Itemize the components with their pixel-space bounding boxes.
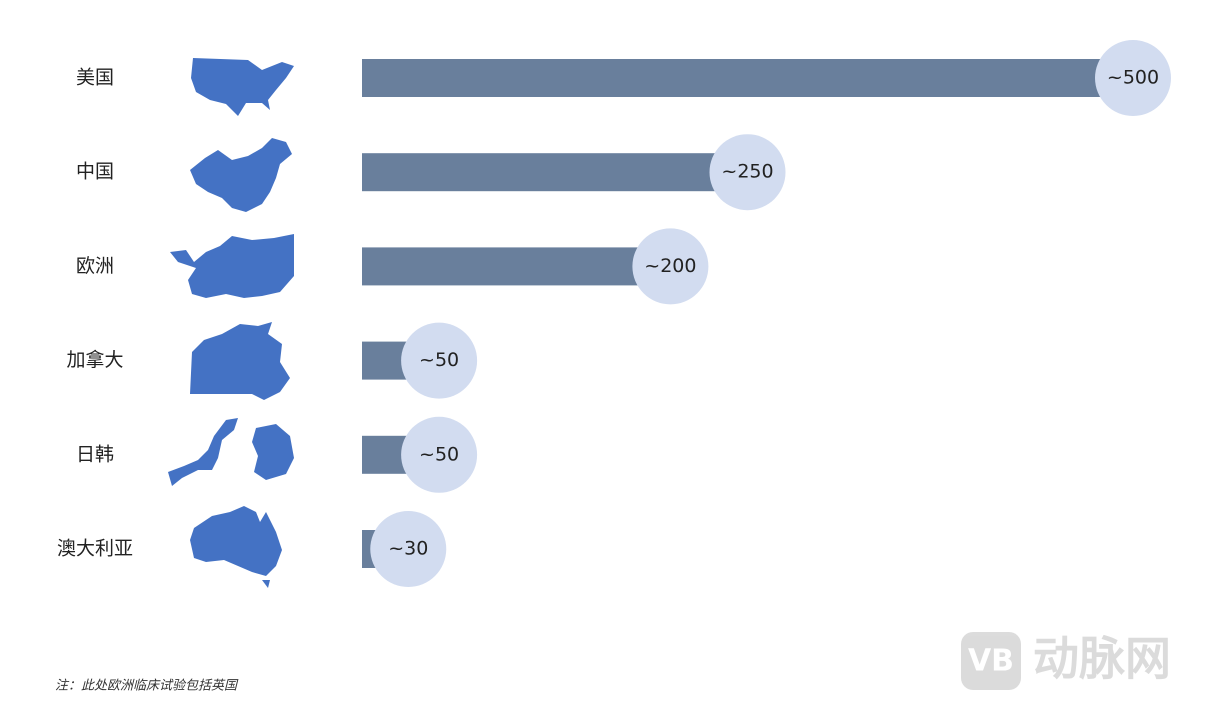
map-japan	[168, 418, 238, 486]
value-bubble	[1095, 40, 1171, 116]
bar	[362, 153, 748, 192]
map-korea	[252, 424, 294, 480]
note: 注：此处欧洲临床试验包括英国	[55, 678, 239, 694]
value-bubble	[370, 511, 447, 587]
watermark-logo: VB	[968, 644, 1014, 679]
watermark-text: 动脉网	[1033, 632, 1171, 686]
map-europe	[170, 234, 294, 298]
bar	[362, 59, 1133, 97]
value-label: ~250	[721, 161, 773, 183]
value-bubble	[709, 134, 786, 211]
category-label: 加拿大	[66, 348, 123, 371]
value-label: ~30	[388, 538, 428, 560]
value-label: ~50	[419, 349, 459, 371]
map-icons	[168, 58, 294, 588]
watermark-logo-box	[961, 632, 1021, 690]
value-label: ~200	[644, 255, 696, 277]
category-label: 美国	[76, 67, 114, 89]
value-bubble	[632, 228, 709, 305]
category-label: 中国	[76, 161, 114, 183]
bar	[362, 247, 671, 286]
value-bubble	[401, 322, 478, 399]
value-label: ~500	[1107, 67, 1159, 89]
map-canada	[190, 322, 290, 400]
map-usa	[191, 58, 294, 116]
map-australia	[190, 506, 282, 588]
value-bubble	[401, 416, 478, 493]
category-label: 日韩	[76, 443, 114, 465]
category-label: 欧洲	[76, 255, 114, 277]
watermark: VB 动脉网	[961, 632, 1171, 690]
value-label: ~50	[419, 443, 459, 465]
category-label: 澳大利亚	[57, 538, 133, 560]
map-china	[190, 138, 292, 212]
